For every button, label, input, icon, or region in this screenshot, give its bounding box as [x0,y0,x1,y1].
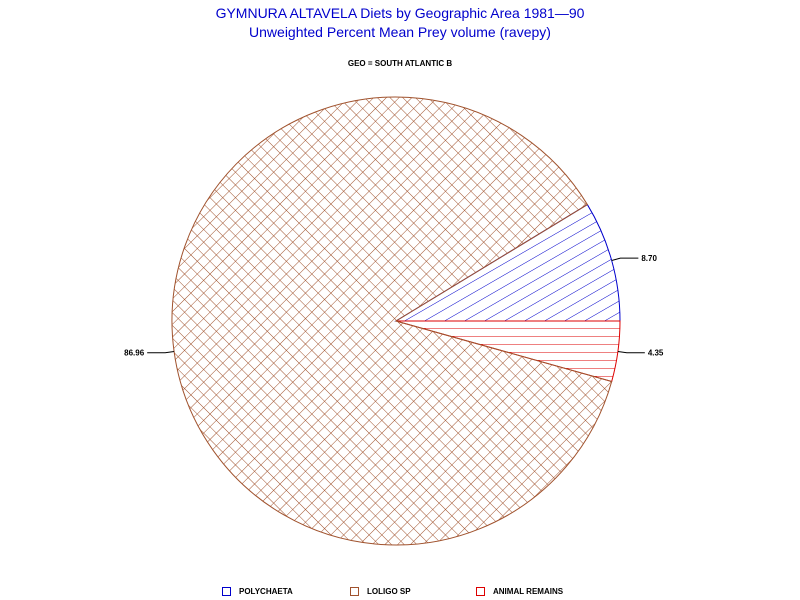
legend-item-polychaeta: POLYCHAETA [222,584,293,598]
leader-line-loligo-sp [147,351,175,354]
legend-item-animal-remains: ANIMAL REMAINS [476,584,563,598]
slice-label-animal-remains: 4.35 [648,349,664,358]
chart-title: GYMNURA ALTAVELA Diets by Geographic Are… [215,5,585,21]
leader-line-animal-remains [617,351,645,354]
legend-label: ANIMAL REMAINS [493,586,564,596]
legend-label: LOLIGO SP [367,586,411,596]
legend-swatch [222,586,231,596]
legend-item-loligo-sp: LOLIGO SP [350,584,411,598]
group-label: GEO = SOUTH ATLANTIC B [347,59,453,68]
legend-swatch [476,586,485,596]
legend-swatch [350,586,359,596]
legend-label: POLYCHAETA [239,586,293,596]
pie-slice-loligo-sp [171,96,613,546]
leader-line-polychaeta [611,257,639,262]
chart-subtitle: Unweighted Percent Mean Prey volume (rav… [249,24,551,40]
chart-legend: POLYCHAETA LOLIGO SP ANIMAL REMAINS [0,584,800,598]
slice-label-polychaeta: 8.70 [641,254,657,263]
slice-label-loligo-sp: 86.96 [124,349,145,358]
